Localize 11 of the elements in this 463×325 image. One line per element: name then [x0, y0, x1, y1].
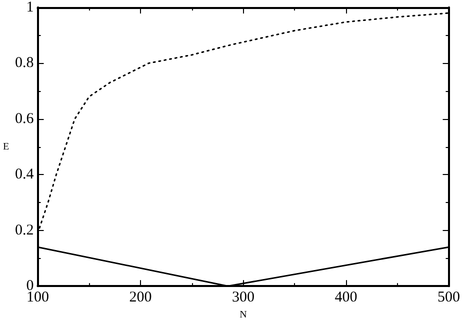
- y-tick-label: 0.8: [15, 55, 34, 72]
- x-tick-label: 500: [438, 290, 460, 306]
- x-tick-label: 400: [334, 290, 358, 306]
- x-axis-title: N: [240, 310, 247, 320]
- y-tick-label: 0.6: [15, 110, 34, 127]
- y-tick-label: 0.4: [15, 166, 34, 183]
- y-tick-label: 1: [26, 0, 34, 16]
- x-tick-label: 200: [129, 290, 152, 306]
- x-tick-label: 300: [232, 290, 255, 306]
- y-tick-label: 0.2: [15, 222, 34, 238]
- y-axis-title: E: [3, 141, 10, 152]
